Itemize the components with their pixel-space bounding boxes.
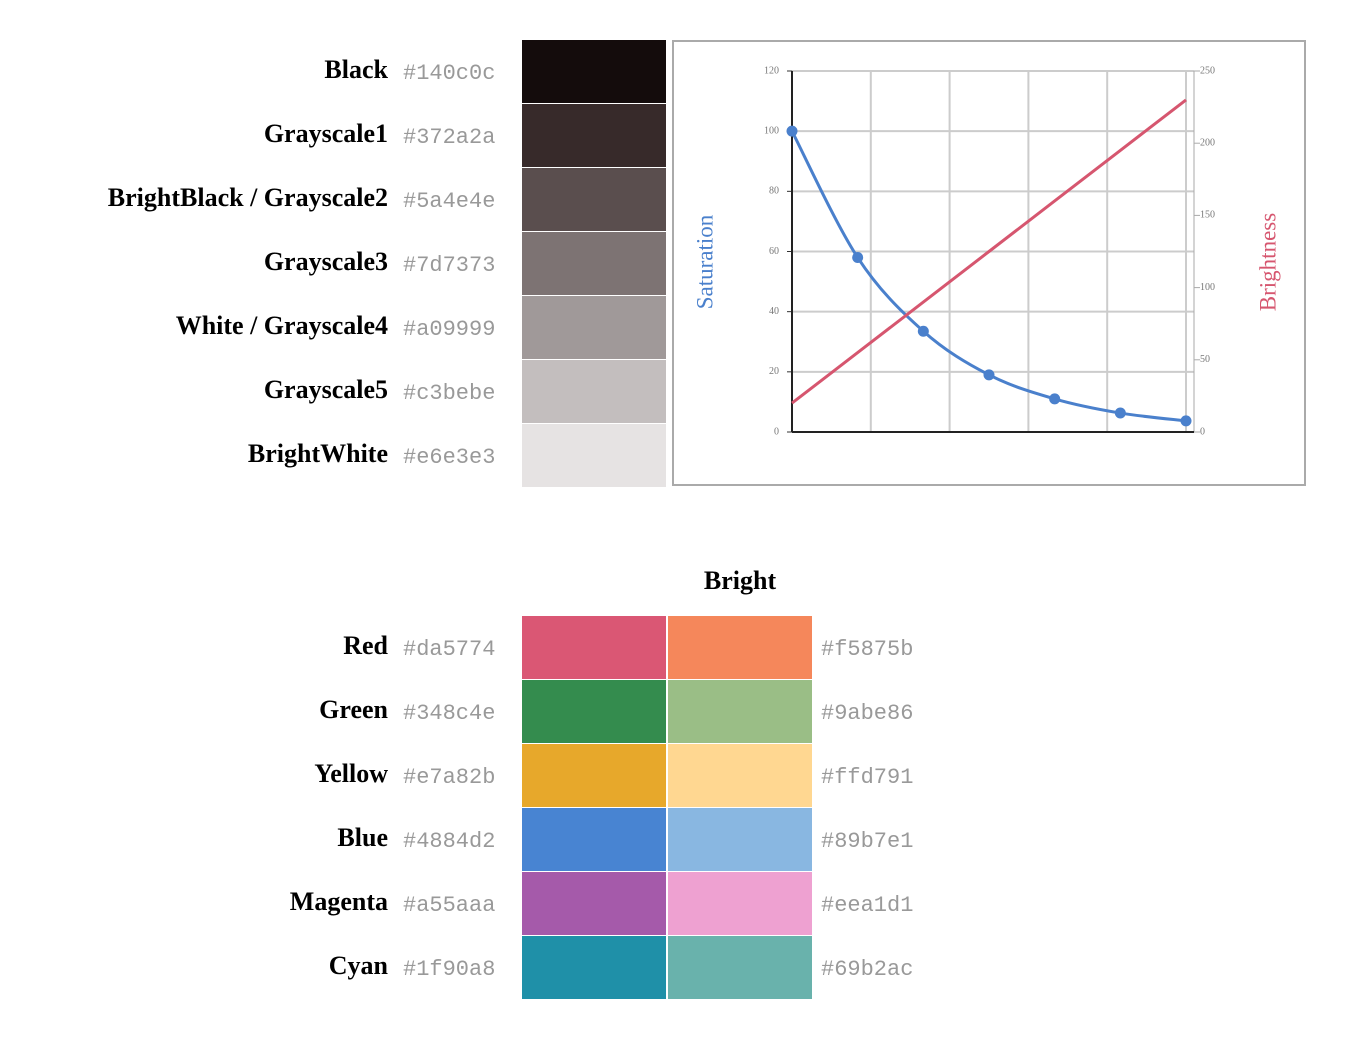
- swatch: [522, 424, 666, 487]
- point: [1114, 407, 1126, 419]
- swatch-bright: [668, 872, 812, 935]
- color-hex: #e7a82b: [403, 765, 495, 790]
- color-hex-bright: #89b7e1: [821, 829, 913, 854]
- color-hex: #e6e3e3: [403, 445, 495, 470]
- color-name: Grayscale1: [264, 119, 388, 148]
- swatch: [522, 104, 666, 167]
- y2-tick-label: 250: [1200, 65, 1215, 76]
- point: [1049, 393, 1061, 405]
- y2-tick-label: 0: [1200, 426, 1205, 437]
- swatch: [522, 616, 666, 679]
- color-hex: #a09999: [403, 317, 495, 342]
- y-tick-label: 80: [769, 186, 779, 197]
- y2-tick-label: 200: [1200, 137, 1215, 148]
- swatch: [522, 40, 666, 103]
- color-hex-bright: #69b2ac: [821, 957, 913, 982]
- color-name: Cyan: [329, 951, 389, 980]
- color-hex: #7d7373: [403, 253, 495, 278]
- y2-tick-label: 150: [1200, 210, 1215, 221]
- swatch: [522, 744, 666, 807]
- color-name: Green: [319, 695, 388, 724]
- point: [786, 125, 798, 137]
- swatch: [522, 936, 666, 999]
- color-name: Magenta: [290, 887, 388, 916]
- y-tick-label: 60: [769, 246, 779, 257]
- swatch: [522, 808, 666, 871]
- swatch-bright: [668, 680, 812, 743]
- color-name: BrightBlack / Grayscale2: [108, 183, 388, 212]
- swatch: [522, 680, 666, 743]
- swatch: [522, 296, 666, 359]
- color-hex-bright: #ffd791: [821, 765, 913, 790]
- axis-title: Saturation: [692, 214, 717, 309]
- color-name: Black: [324, 55, 388, 84]
- color-hex: #da5774: [403, 637, 495, 662]
- y2-tick-label: 100: [1200, 282, 1215, 293]
- swatch: [522, 232, 666, 295]
- color-hex: #4884d2: [403, 829, 495, 854]
- series-line: [791, 98, 1187, 405]
- point: [917, 325, 929, 337]
- swatch-bright: [668, 936, 812, 999]
- color-hex: #140c0c: [403, 61, 495, 86]
- swatch: [522, 168, 666, 231]
- color-name: Yellow: [314, 759, 388, 788]
- y-tick-label: 0: [774, 426, 779, 437]
- swatch: [522, 360, 666, 423]
- color-hex: #5a4e4e: [403, 189, 495, 214]
- color-name: Grayscale3: [264, 247, 388, 276]
- y-tick-label: 100: [764, 125, 779, 136]
- color-hex: #c3bebe: [403, 381, 495, 406]
- y-tick-label: 40: [769, 306, 779, 317]
- swatch-bright: [668, 808, 812, 871]
- color-name: BrightWhite: [248, 439, 388, 468]
- color-name: Grayscale5: [264, 375, 388, 404]
- color-name: Red: [343, 631, 388, 660]
- color-hex: #a55aaa: [403, 893, 495, 918]
- point: [1180, 415, 1192, 427]
- point: [852, 252, 864, 264]
- axis-title: Brightness: [1255, 213, 1280, 311]
- color-hex: #348c4e: [403, 701, 495, 726]
- column-title: Bright: [704, 566, 777, 595]
- color-hex: #372a2a: [403, 125, 495, 150]
- y-tick-label: 20: [769, 366, 779, 377]
- swatch: [522, 872, 666, 935]
- color-hex-bright: #9abe86: [821, 701, 913, 726]
- y2-tick-label: 50: [1200, 354, 1210, 365]
- y-tick-label: 120: [764, 65, 779, 76]
- color-name: Blue: [337, 823, 388, 852]
- point: [983, 369, 995, 381]
- color-hex: #1f90a8: [403, 957, 495, 982]
- color-name: White / Grayscale4: [176, 311, 388, 340]
- swatch-bright: [668, 616, 812, 679]
- swatch-bright: [668, 744, 812, 807]
- color-hex-bright: #f5875b: [821, 637, 913, 662]
- color-hex-bright: #eea1d1: [821, 893, 913, 918]
- chart-frame: [672, 40, 1306, 486]
